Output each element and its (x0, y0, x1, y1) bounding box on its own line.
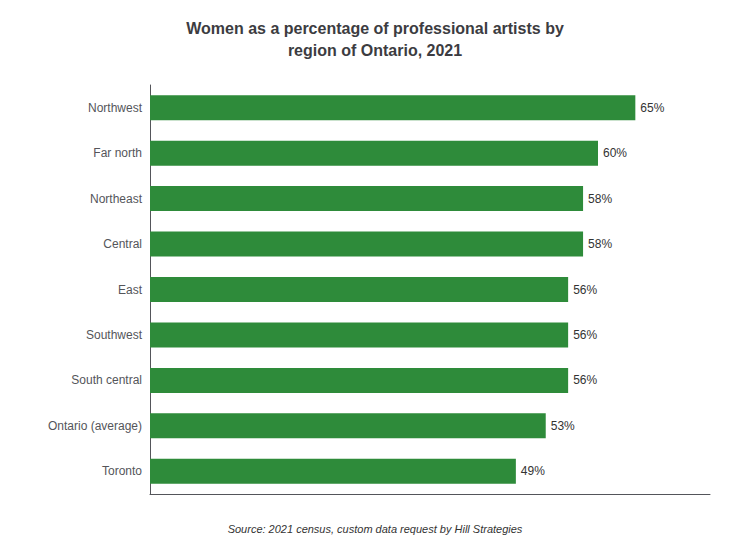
svg-text:60%: 60% (603, 146, 627, 160)
svg-text:Ontario (average): Ontario (average) (48, 419, 142, 433)
svg-text:65%: 65% (640, 101, 664, 115)
svg-text:53%: 53% (551, 419, 575, 433)
svg-text:Central: Central (103, 237, 142, 251)
svg-text:49%: 49% (521, 464, 545, 478)
svg-text:East: East (118, 283, 143, 297)
svg-text:Southwest: Southwest (86, 328, 143, 342)
svg-text:South central: South central (71, 373, 142, 387)
svg-text:58%: 58% (588, 192, 612, 206)
svg-text:58%: 58% (588, 237, 612, 251)
svg-text:Women as a percentage of profe: Women as a percentage of professional ar… (186, 20, 564, 37)
svg-text:Northwest: Northwest (88, 101, 143, 115)
svg-text:56%: 56% (573, 283, 597, 297)
svg-text:56%: 56% (573, 373, 597, 387)
svg-text:Toronto: Toronto (102, 464, 142, 478)
svg-text:region of Ontario, 2021: region of Ontario, 2021 (288, 42, 462, 59)
svg-text:56%: 56% (573, 328, 597, 342)
svg-text:Source: 2021 census, custom da: Source: 2021 census, custom data request… (228, 523, 523, 535)
svg-text:Northeast: Northeast (90, 192, 143, 206)
svg-text:Far north: Far north (93, 146, 142, 160)
